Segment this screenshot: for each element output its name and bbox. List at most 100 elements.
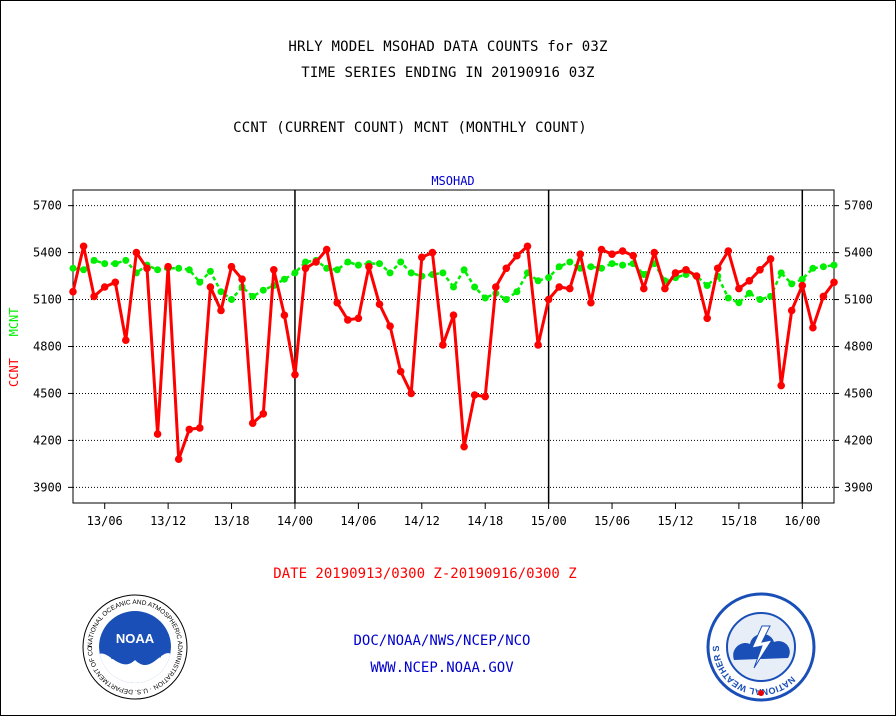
data-point-ccnt <box>174 455 183 464</box>
data-point-mcnt <box>481 294 489 302</box>
data-point-ccnt <box>396 367 405 376</box>
data-point-mcnt <box>386 269 394 277</box>
data-point-ccnt <box>597 245 606 254</box>
data-point-ccnt <box>227 262 236 271</box>
data-point-mcnt <box>566 258 574 266</box>
x-tick-label: 16/00 <box>784 514 820 528</box>
data-point-mcnt <box>777 269 785 277</box>
data-point-mcnt <box>122 256 130 264</box>
data-point-ccnt <box>819 292 828 301</box>
data-point-ccnt <box>333 298 342 307</box>
y-axis-label-mcnt: MCNT <box>7 307 21 337</box>
data-point-mcnt <box>819 263 827 271</box>
data-point-ccnt <box>428 248 437 257</box>
data-point-ccnt <box>618 247 627 255</box>
data-point-ccnt <box>523 242 532 251</box>
data-point-mcnt <box>703 282 711 289</box>
data-point-ccnt <box>344 316 352 324</box>
data-point-ccnt <box>418 253 426 262</box>
y-tick-label-left: 4800 <box>33 340 62 354</box>
data-point-ccnt <box>354 314 363 323</box>
x-tick-label: 14/06 <box>340 514 376 528</box>
noaa-logo-text: NOAA <box>116 631 155 646</box>
data-point-mcnt <box>302 258 309 266</box>
x-tick-label: 15/12 <box>657 514 693 528</box>
y-tick-label-left: 5100 <box>33 293 62 307</box>
data-point-ccnt <box>291 370 299 379</box>
data-point-ccnt <box>460 442 468 451</box>
data-point-ccnt <box>365 262 373 271</box>
data-point-mcnt <box>724 294 732 302</box>
x-tick-label: 13/12 <box>150 514 186 528</box>
data-point-ccnt <box>640 284 648 293</box>
data-point-mcnt <box>333 266 341 274</box>
data-point-mcnt <box>502 296 510 303</box>
data-point-mcnt <box>376 260 383 268</box>
data-point-ccnt <box>724 247 733 255</box>
nws-logo: NATIONAL WEATHER SERVICE <box>703 584 816 706</box>
data-point-ccnt <box>238 275 246 284</box>
data-point-ccnt <box>661 284 669 293</box>
data-point-ccnt <box>122 336 130 345</box>
y-tick-label-right: 4800 <box>844 340 873 354</box>
data-point-ccnt <box>629 251 637 260</box>
data-point-ccnt <box>735 284 743 293</box>
data-point-mcnt <box>80 266 88 274</box>
data-point-ccnt <box>375 300 384 309</box>
y-tick-label-right: 5700 <box>844 199 873 213</box>
x-tick-label: 13/06 <box>87 514 123 528</box>
data-point-ccnt <box>90 292 98 301</box>
data-point-mcnt <box>471 283 479 291</box>
data-point-ccnt <box>439 341 447 349</box>
data-point-ccnt <box>481 392 490 401</box>
data-point-ccnt <box>449 311 458 320</box>
footer-org-link[interactable]: DOC/NOAA/NWS/NCEP/NCO <box>353 633 531 649</box>
footer-url-link[interactable]: WWW.NCEP.NOAA.GOV <box>370 660 514 676</box>
data-point-mcnt <box>587 263 595 271</box>
data-point-ccnt <box>534 341 542 349</box>
data-point-ccnt <box>513 251 521 260</box>
data-point-mcnt <box>809 264 817 272</box>
data-point-mcnt <box>291 269 299 277</box>
data-point-mcnt <box>69 264 77 272</box>
y-tick-label-right: 4500 <box>844 386 873 400</box>
data-point-mcnt <box>608 260 616 268</box>
data-point-ccnt <box>100 283 109 291</box>
y-tick-label-right: 5100 <box>844 293 873 307</box>
data-point-ccnt <box>259 410 268 418</box>
data-point-mcnt <box>545 274 553 282</box>
data-point-ccnt <box>69 287 77 296</box>
data-point-mcnt <box>280 275 288 283</box>
data-point-ccnt <box>407 389 416 398</box>
x-tick-label: 15/18 <box>721 514 757 528</box>
data-point-mcnt <box>259 286 267 294</box>
data-point-ccnt <box>576 250 585 258</box>
date-range-label: DATE 20190913/0300 Z-20190916/0300 Z <box>273 566 577 582</box>
data-point-mcnt <box>228 296 235 303</box>
data-point-mcnt <box>555 263 563 271</box>
data-point-mcnt <box>397 258 405 266</box>
y-tick-label-left: 5700 <box>33 199 62 213</box>
x-tick-label: 14/18 <box>467 514 503 528</box>
y-axis-label: CCNT MCNT <box>7 307 21 387</box>
data-point-ccnt <box>566 284 574 293</box>
y-tick-label-left: 4500 <box>33 386 62 400</box>
data-point-ccnt <box>502 264 511 273</box>
y-tick-label-left: 3900 <box>33 480 62 494</box>
data-point-ccnt <box>809 323 817 332</box>
chart-subtitle: CCNT (CURRENT COUNT) MCNT (MONTHLY COUNT… <box>233 120 587 136</box>
x-tick-label: 15/00 <box>531 514 567 528</box>
data-point-ccnt <box>787 306 796 315</box>
data-point-mcnt <box>598 264 605 272</box>
data-point-mcnt <box>640 271 648 278</box>
data-point-ccnt <box>143 264 151 273</box>
data-point-mcnt <box>450 283 457 291</box>
y-tick-label-left: 4200 <box>33 433 62 447</box>
data-point-ccnt <box>132 248 141 257</box>
x-tick-label: 14/00 <box>277 514 313 528</box>
data-point-ccnt <box>830 278 838 287</box>
data-point-mcnt <box>407 269 415 277</box>
data-point-ccnt <box>544 295 553 304</box>
data-point-ccnt <box>322 245 331 254</box>
